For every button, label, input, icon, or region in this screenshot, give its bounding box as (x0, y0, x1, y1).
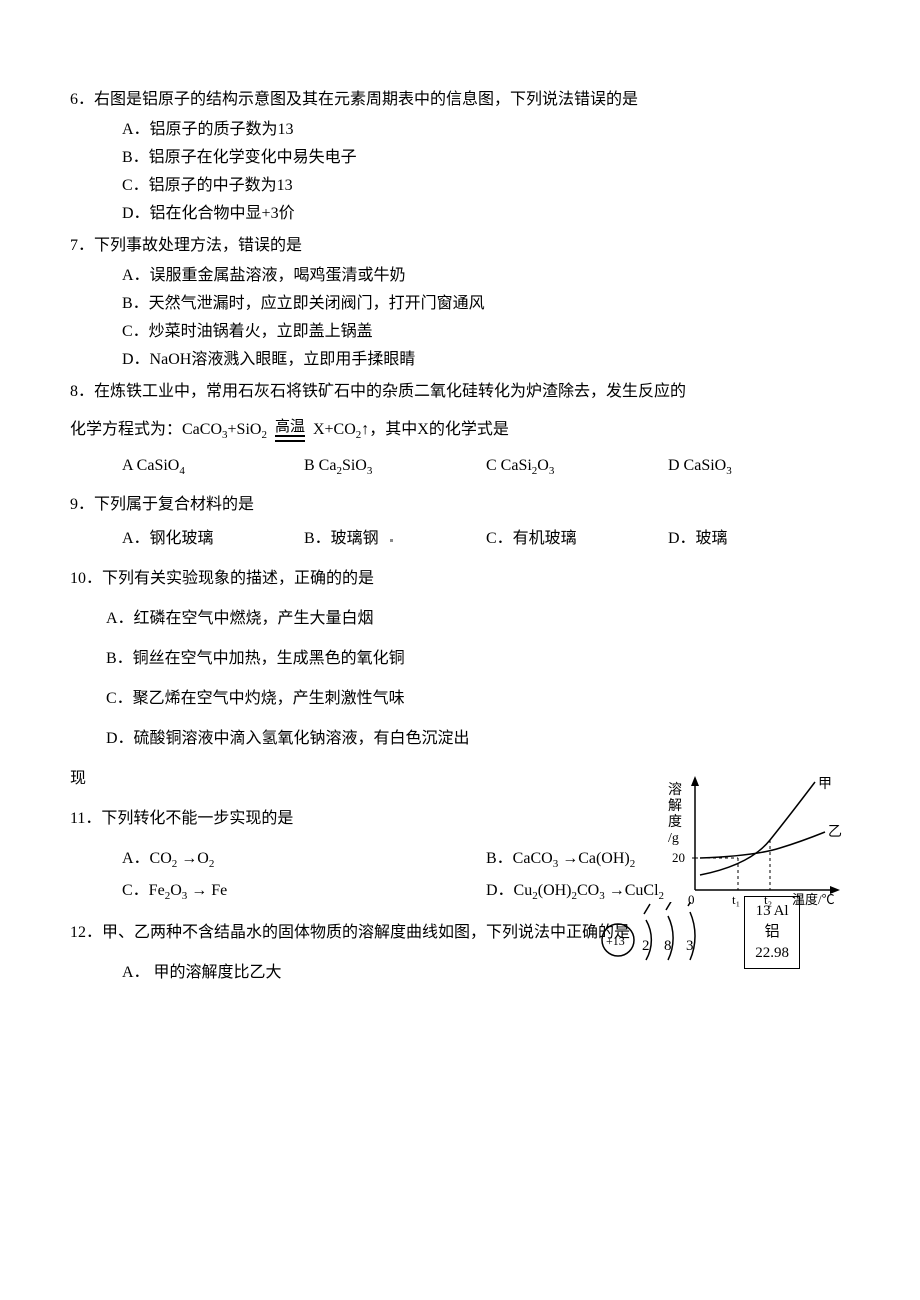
pte-bot: 22.98 (755, 945, 789, 961)
q8-cond-text: 高温 (275, 419, 305, 438)
atom-svg: +13 2 8 3 (596, 902, 726, 962)
chart-yl3: 度 (668, 814, 682, 830)
q9-opt-d: D．玻璃 (668, 527, 850, 551)
q11-a2: →O (177, 850, 209, 867)
q8-a-t: A CaSiO (122, 457, 179, 474)
q8-eq-a: 化学方程式为：CaCO (70, 421, 222, 438)
chart-yu: /g (668, 831, 679, 846)
label-yi: 乙 (828, 824, 842, 840)
q8-c-t: C CaSi (486, 457, 532, 474)
q7-stem: 7．下列事故处理方法，错误的是 (70, 234, 850, 258)
q10-opt-d: D．硫酸铜溶液中滴入氢氧化钠溶液，有白色沉淀出 (70, 727, 850, 751)
q8-d-s: 3 (726, 465, 732, 477)
q8-eq-b: +SiO (228, 421, 262, 438)
q8-d-t: D CaSiO (668, 457, 726, 474)
q7-options: A．误服重金属盐溶液，喝鸡蛋清或牛奶 B．天然气泄漏时，应立即关闭阀门，打开门窗… (70, 264, 850, 372)
q8-eq-c: X+CO (313, 421, 356, 438)
q9-stem: 9．下列属于复合材料的是 (70, 493, 850, 517)
watermark-dot (390, 539, 393, 542)
q11-b2: →Ca(OH) (558, 850, 630, 867)
pte-mid: 铝 (765, 924, 780, 940)
atom-shell3: 3 (686, 938, 694, 954)
atom-diagram: +13 2 8 3 13 Al 铝 22.98 (596, 896, 800, 969)
q11-b1: B．CaCO (486, 850, 553, 867)
chart-yl1: 溶 (668, 782, 682, 798)
q7-opt-c: C．炒菜时油锅着火，立即盖上锅盖 (122, 320, 850, 344)
q8-line2: 化学方程式为：CaCO3+SiO2 高温 X+CO2↑，其中X的化学式是 (70, 418, 850, 444)
label-jia: 甲 (818, 777, 832, 792)
q11-opt-a: A．CO2 →O2 (122, 847, 486, 873)
q9-options: A．钢化玻璃 B．玻璃钢 C．有机玻璃 D．玻璃 (70, 527, 850, 551)
q11-a1: A．CO (122, 850, 172, 867)
q6-opt-a: A．铝原子的质子数为13 (122, 118, 850, 142)
q8-eq-d: ↑，其中X的化学式是 (361, 421, 509, 438)
q6-opt-c: C．铝原子的中子数为13 (122, 174, 850, 198)
q11-d1: D．Cu (486, 882, 532, 899)
atom-shell1: 2 (642, 938, 650, 954)
q8-b-t: B Ca (304, 457, 336, 474)
q8-c-s2: 3 (549, 465, 555, 477)
q8-b-s2: 3 (367, 465, 373, 477)
q11-c2: O (170, 882, 182, 899)
q8-options: A CaSiO4 B Ca2SiO3 C CaSi2O3 D CaSiO3 (70, 454, 850, 480)
q8-b-m: SiO (342, 457, 367, 474)
q7-opt-d: D．NaOH溶液溅入眼眶，立即用手揉眼睛 (122, 348, 850, 372)
atom-nucleus-text: +13 (606, 934, 625, 948)
chart-ytick: 20 (672, 850, 685, 865)
q10-opt-a: A．红磷在空气中燃烧，产生大量白烟 (70, 607, 850, 631)
chart-yl2: 解 (668, 798, 682, 814)
q7-opt-a: A．误服重金属盐溶液，喝鸡蛋清或牛奶 (122, 264, 850, 288)
q6-opt-b: B．铝原子在化学变化中易失电子 (122, 146, 850, 170)
curve-jia (700, 782, 815, 875)
curve-yi (700, 832, 825, 858)
q8-c-m: O (537, 457, 549, 474)
q8-a-s: 4 (179, 465, 185, 477)
q8-opt-c: C CaSi2O3 (486, 454, 668, 480)
q8-opt-d: D CaSiO3 (668, 454, 850, 480)
q8-opt-a: A CaSiO4 (122, 454, 304, 480)
q9-opt-a: A．钢化玻璃 (122, 527, 304, 551)
q9-opt-c: C．有机玻璃 (486, 527, 668, 551)
q7-opt-b: B．天然气泄漏时，应立即关闭阀门，打开门窗通风 (122, 292, 850, 316)
q11-c1: C．Fe (122, 882, 165, 899)
periodic-table-cell: 13 Al 铝 22.98 (744, 896, 800, 969)
q8-condition: 高温 (271, 419, 309, 443)
q8-opt-b: B Ca2SiO3 (304, 454, 486, 480)
q6-stem: 6．右图是铝原子的结构示意图及其在元素周期表中的信息图，下列说法错误的是 (70, 88, 850, 112)
q6-opt-d: D．铝在化合物中显+3价 (122, 202, 850, 226)
q9-opt-b: B．玻璃钢 (304, 527, 486, 551)
q6-options: A．铝原子的质子数为13 B．铝原子在化学变化中易失电子 C．铝原子的中子数为1… (70, 118, 850, 226)
q10-opt-b: B．铜丝在空气中加热，生成黑色的氧化铜 (70, 647, 850, 671)
q10-opt-c: C．聚乙烯在空气中灼烧，产生刺激性气味 (70, 687, 850, 711)
q11-c3: → Fe (187, 882, 227, 899)
q11-opt-c: C．Fe2O3 → Fe (122, 879, 486, 905)
q8-line1: 8．在炼铁工业中，常用石灰石将铁矿石中的杂质二氧化硅转化为炉渣除去，发生反应的 (70, 380, 850, 404)
atom-shell2: 8 (664, 938, 672, 954)
q11-d2: (OH) (538, 882, 572, 899)
q10-stem: 10．下列有关实验现象的描述，正确的的是 (70, 567, 850, 591)
pte-top: 13 Al (756, 903, 789, 919)
